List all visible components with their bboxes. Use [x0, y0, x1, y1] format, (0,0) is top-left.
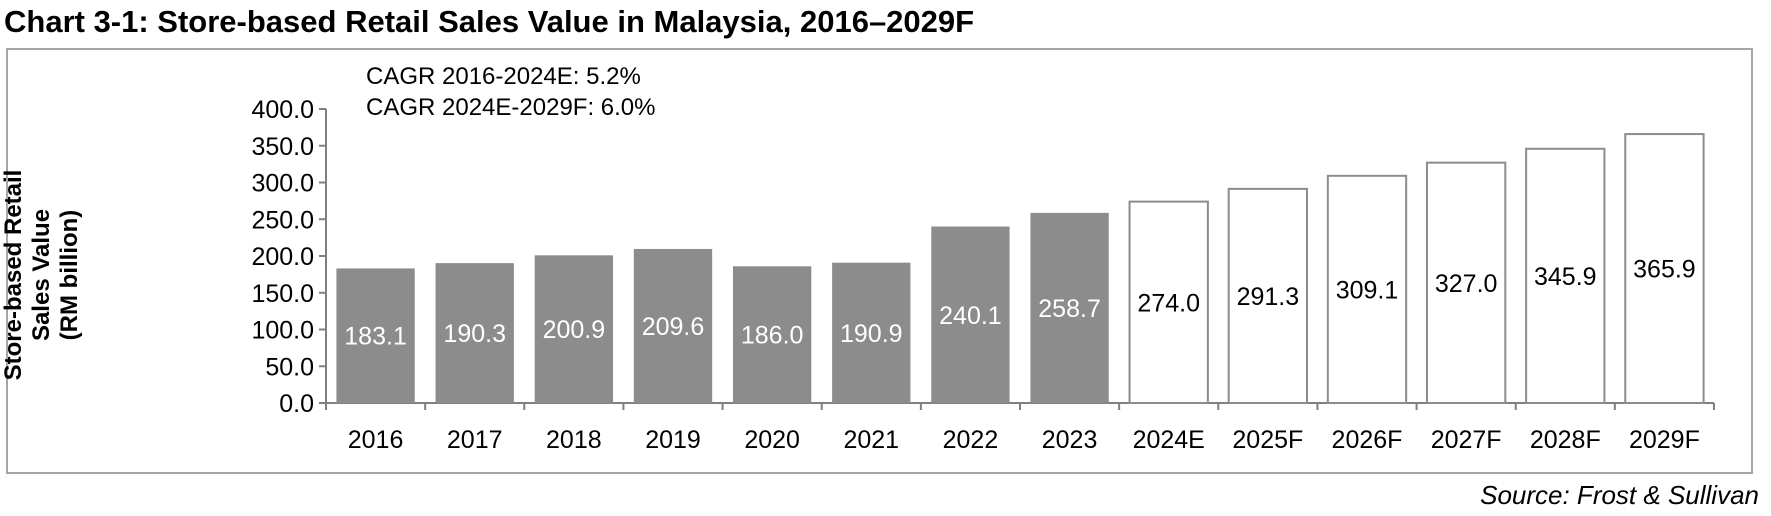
bar-2016 — [336, 268, 415, 403]
chart-frame — [6, 48, 1753, 474]
x-tick-label-2016: 2016 — [348, 426, 404, 454]
data-label-2026F: 309.1 — [1336, 276, 1399, 304]
data-label-2028F: 345.9 — [1534, 263, 1597, 291]
x-tick-label-2024E: 2024E — [1133, 426, 1205, 454]
bar-2029F — [1624, 133, 1705, 404]
bar-2026F — [1326, 174, 1408, 404]
y-tick-label: 350.0 — [251, 133, 314, 161]
cagr-annotation-2: CAGR 2024E-2029F: 6.0% — [366, 94, 656, 121]
bar-2020 — [732, 266, 812, 403]
x-tick-label-2019: 2019 — [645, 426, 701, 454]
x-tick-label-2018: 2018 — [546, 426, 602, 454]
x-tick-label-2025F: 2025F — [1232, 426, 1303, 454]
bar-2028F — [1525, 147, 1606, 404]
y-tick-label: 400.0 — [251, 96, 314, 124]
y-tick-label: 300.0 — [251, 170, 314, 198]
bar-2027F — [1425, 161, 1507, 404]
data-label-2029F: 365.9 — [1633, 256, 1696, 284]
data-label-2027F: 327.0 — [1435, 270, 1498, 298]
x-tick-label-2020: 2020 — [744, 426, 800, 454]
data-label-2020: 186.0 — [741, 322, 804, 350]
data-label-2019: 209.6 — [642, 313, 705, 341]
data-label-2021: 190.9 — [840, 320, 903, 348]
source-note: Source: Frost & Sullivan — [1480, 480, 1759, 510]
x-tick-label-2027F: 2027F — [1431, 426, 1502, 454]
y-tick-label: 250.0 — [251, 206, 314, 234]
x-tick-label-2021: 2021 — [843, 426, 899, 454]
y-tick-label: 200.0 — [251, 243, 314, 271]
cagr-annotation-1: CAGR 2016-2024E: 5.2% — [366, 63, 641, 90]
data-label-2022: 240.1 — [939, 302, 1002, 330]
x-tick-label-2028F: 2028F — [1530, 426, 1601, 454]
x-tick-label-2029F: 2029F — [1629, 426, 1700, 454]
data-label-2016: 183.1 — [344, 323, 407, 351]
bar-2022 — [931, 226, 1010, 403]
data-label-2023: 258.7 — [1038, 295, 1101, 323]
x-tick-label-2023: 2023 — [1042, 426, 1098, 454]
data-label-2024E: 274.0 — [1137, 289, 1200, 317]
x-tick-label-2026F: 2026F — [1332, 426, 1403, 454]
y-tick-label: 100.0 — [251, 317, 314, 345]
data-label-2025F: 291.3 — [1237, 283, 1300, 311]
x-tick-label-2017: 2017 — [447, 426, 503, 454]
bar-2019 — [633, 248, 713, 403]
data-label-2018: 200.9 — [543, 316, 606, 344]
data-label-2017: 190.3 — [443, 320, 506, 348]
x-tick-label-2022: 2022 — [943, 426, 999, 454]
y-tick-label: 50.0 — [265, 353, 314, 381]
bar-2023 — [1030, 212, 1109, 403]
bar-2017 — [435, 263, 514, 403]
bar-2021 — [832, 262, 911, 403]
bar-2025F — [1227, 187, 1309, 404]
y-tick-label: 150.0 — [251, 280, 314, 308]
bar-2024E — [1128, 200, 1209, 404]
bar-2018 — [534, 255, 614, 403]
chart-title: Chart 3-1: Store-based Retail Sales Valu… — [4, 4, 975, 39]
y-tick-label: 0.0 — [279, 390, 314, 418]
